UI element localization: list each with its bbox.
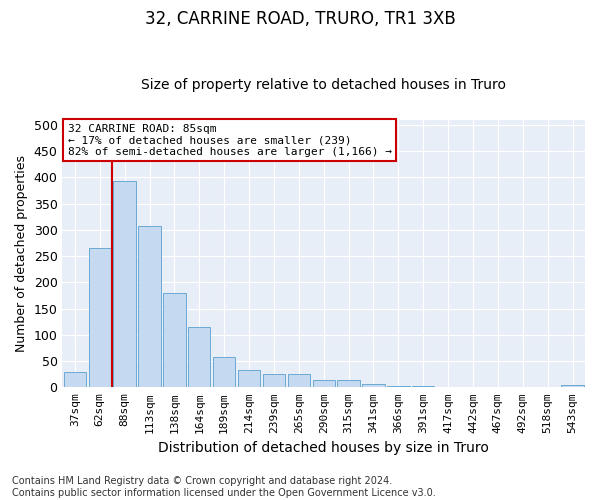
Bar <box>387 386 410 388</box>
Bar <box>437 387 460 388</box>
Bar <box>362 384 385 388</box>
Bar <box>89 248 111 388</box>
Text: 32 CARRINE ROAD: 85sqm
← 17% of detached houses are smaller (239)
82% of semi-de: 32 CARRINE ROAD: 85sqm ← 17% of detached… <box>68 124 392 157</box>
Bar <box>287 374 310 388</box>
Title: Size of property relative to detached houses in Truro: Size of property relative to detached ho… <box>141 78 506 92</box>
Bar <box>188 328 211 388</box>
Text: 32, CARRINE ROAD, TRURO, TR1 3XB: 32, CARRINE ROAD, TRURO, TR1 3XB <box>145 10 455 28</box>
Bar <box>213 358 235 388</box>
Bar <box>562 384 584 388</box>
Y-axis label: Number of detached properties: Number of detached properties <box>15 155 28 352</box>
Bar <box>263 374 285 388</box>
X-axis label: Distribution of detached houses by size in Truro: Distribution of detached houses by size … <box>158 441 489 455</box>
Bar <box>313 380 335 388</box>
Bar <box>64 372 86 388</box>
Bar <box>337 380 360 388</box>
Bar <box>139 226 161 388</box>
Bar <box>163 293 185 388</box>
Bar <box>113 181 136 388</box>
Text: Contains HM Land Registry data © Crown copyright and database right 2024.
Contai: Contains HM Land Registry data © Crown c… <box>12 476 436 498</box>
Bar <box>462 387 484 388</box>
Bar <box>412 386 434 388</box>
Bar <box>238 370 260 388</box>
